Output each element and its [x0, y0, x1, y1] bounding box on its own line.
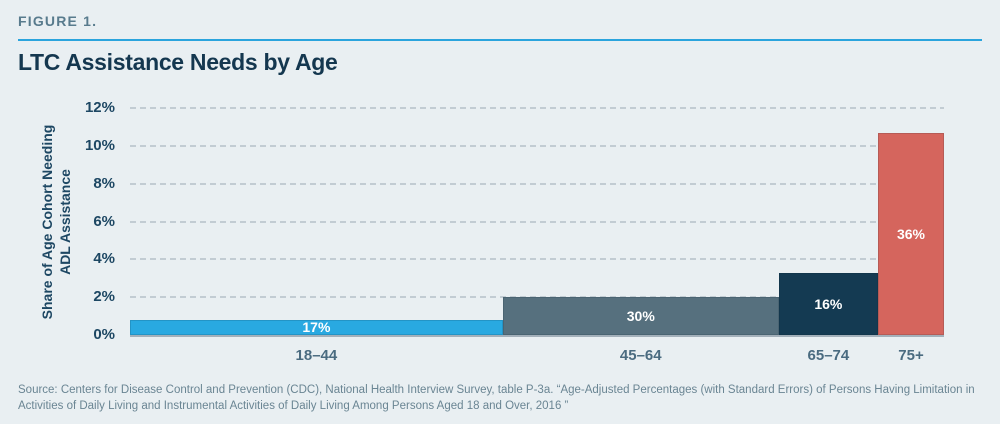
- bar-65-74: 16%: [778, 272, 879, 335]
- gridline-6pct: [130, 220, 944, 223]
- source-line-1: Source: Centers for Disease Control and …: [18, 384, 975, 396]
- bar-45-64: 30%: [502, 297, 779, 335]
- bar-column-45-64: 30%: [502, 108, 779, 335]
- ytick-12pct: 12%: [84, 99, 115, 116]
- bar-value-label-18-44: 17%: [302, 319, 331, 336]
- ytick-2pct: 2%: [93, 288, 115, 306]
- bar-75: 36%: [878, 132, 944, 335]
- bar-value-label-45-64: 30%: [626, 308, 655, 325]
- xtick-45-64: 45–64: [619, 347, 662, 364]
- header-rule: [18, 39, 982, 41]
- source-line-2: Activities of Daily Living and Instrumen…: [18, 400, 569, 413]
- bar-value-label-75: 36%: [896, 225, 925, 242]
- plot-area: 17% 30% 16% 36%: [130, 107, 944, 337]
- gridline-10pct: [130, 144, 944, 147]
- gridline-12pct: [130, 107, 944, 109]
- bar-column-75: 36%: [878, 108, 944, 335]
- ytick-10pct: 10%: [84, 136, 115, 154]
- gridline-8pct: [130, 182, 944, 185]
- source-note: Source: Centers for Disease Control and …: [18, 382, 986, 414]
- y-axis-ticks: 12% 10% 8% 6% 4% 2% 0%: [0, 99, 115, 343]
- ytick-4pct: 4%: [93, 250, 115, 268]
- chart-title: LTC Assistance Needs by Age: [18, 49, 338, 75]
- bars-row: 17% 30% 16% 36%: [130, 108, 944, 335]
- xtick-65-74: 65–74: [807, 347, 850, 364]
- x-axis-labels: 18–44 45–64 65–74 75+: [130, 347, 944, 364]
- gridline-4pct: [130, 258, 944, 261]
- ytick-8pct: 8%: [93, 174, 115, 192]
- bar-column-18-44: 17%: [130, 108, 503, 335]
- ytick-0pct: 0%: [93, 326, 115, 343]
- bar-18-44: 17%: [130, 319, 503, 336]
- ytick-6pct: 6%: [93, 212, 115, 230]
- bar-value-label-65-74: 16%: [814, 295, 843, 312]
- bar-column-65-74: 16%: [778, 108, 879, 335]
- xtick-75: 75+: [898, 347, 924, 364]
- figure-label: FIGURE 1.: [18, 13, 98, 29]
- xtick-18-44: 18–44: [295, 347, 338, 364]
